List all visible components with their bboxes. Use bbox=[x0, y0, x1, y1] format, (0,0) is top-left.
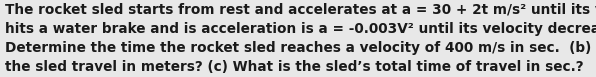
Text: hits a water brake and is acceleration is a = -0.003V² until its velocity decrea: hits a water brake and is acceleration i… bbox=[5, 22, 596, 36]
Text: The rocket sled starts from rest and accelerates at a = 30 + 2t m/s² until its v: The rocket sled starts from rest and acc… bbox=[5, 3, 596, 17]
Text: Determine the time the rocket sled reaches a velocity of 400 m/s in sec.  (b) Wh: Determine the time the rocket sled reach… bbox=[5, 41, 596, 55]
Text: the sled travel in meters? (c) What is the sled’s total time of travel in sec.?: the sled travel in meters? (c) What is t… bbox=[5, 60, 583, 74]
